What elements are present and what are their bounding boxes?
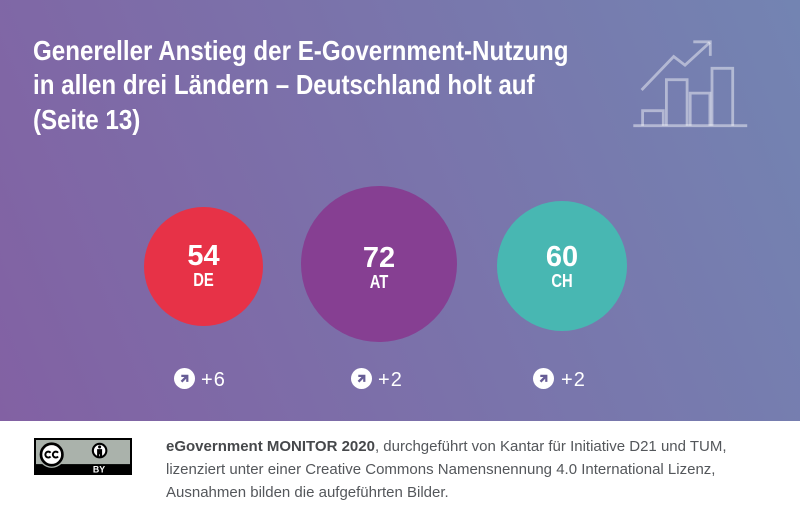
svg-text:BY: BY [93, 464, 105, 474]
